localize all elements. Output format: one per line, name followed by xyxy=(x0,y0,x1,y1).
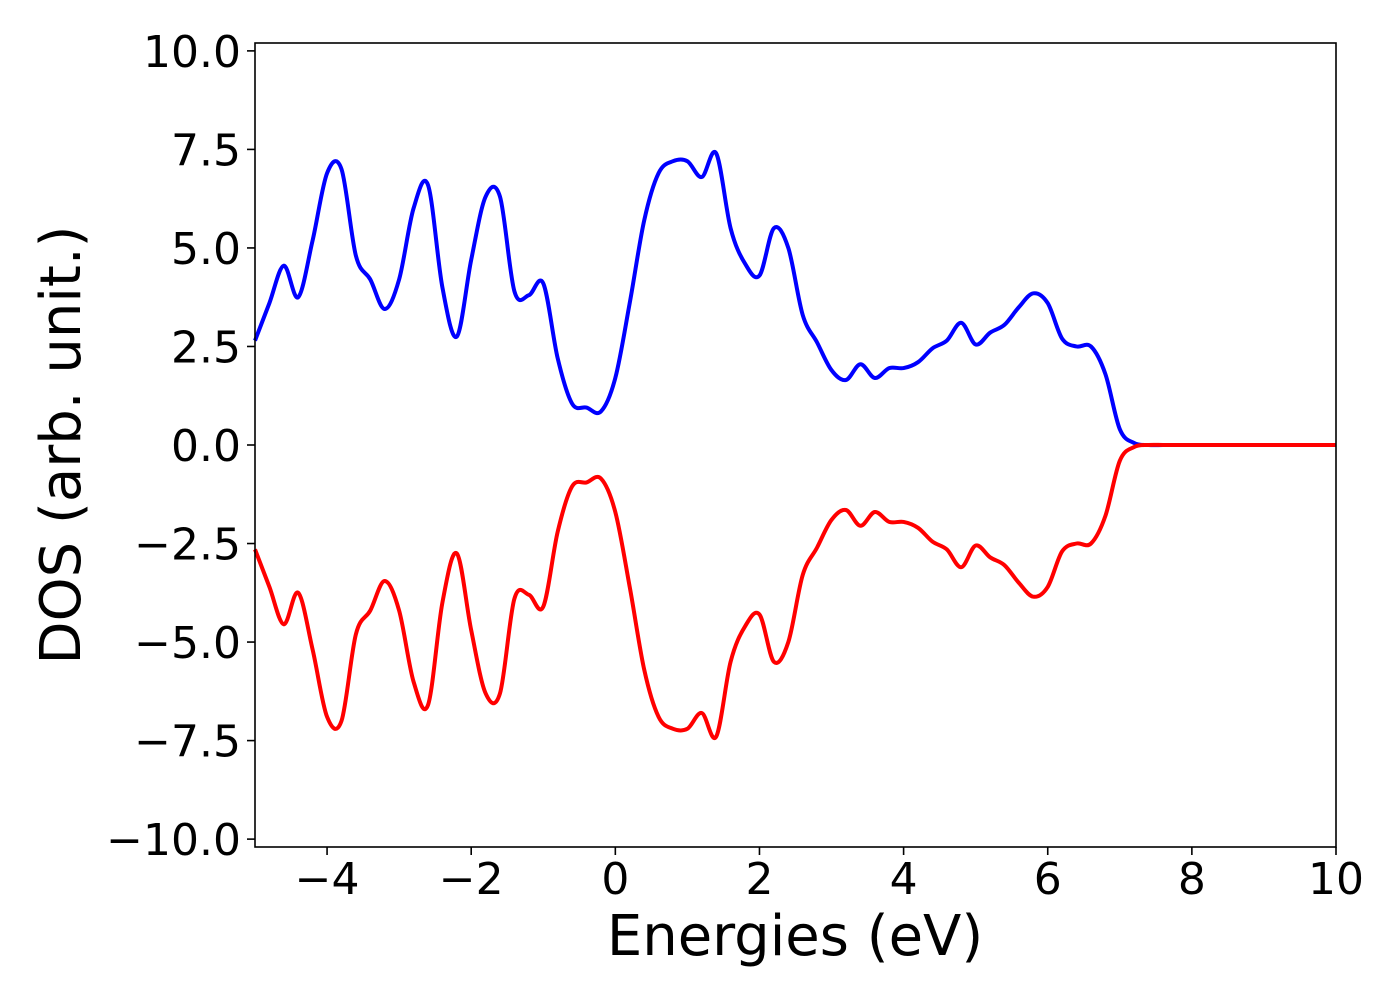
x-tick-label: 8 xyxy=(1178,854,1206,905)
y-tick-label: −5.0 xyxy=(134,618,241,669)
y-axis-title: DOS (arb. unit.) xyxy=(29,225,94,664)
series-line-2 xyxy=(253,442,1336,741)
y-tick-label: −10.0 xyxy=(106,815,241,866)
y-axis: 10.0 7.5 5.0 2.5 0.0 −2.5 −5.0 −7.5 −10.0 xyxy=(106,27,255,866)
y-tick-label: 5.0 xyxy=(171,224,241,275)
x-tick-label: 10 xyxy=(1308,854,1364,905)
y-tick-label: −2.5 xyxy=(134,520,241,571)
y-tick-label: 2.5 xyxy=(171,322,241,373)
y-tick-label: 0.0 xyxy=(171,421,241,472)
x-tick-label: 2 xyxy=(745,854,773,905)
x-tick-label: −4 xyxy=(295,854,360,905)
y-tick-label: 10.0 xyxy=(143,27,241,78)
y-tick-label: 7.5 xyxy=(171,125,241,176)
series-layer xyxy=(253,149,1336,741)
x-tick-label: −2 xyxy=(439,854,504,905)
x-axis: −4 −2 0 2 4 6 8 10 xyxy=(295,847,1364,905)
x-tick-label: 6 xyxy=(1034,854,1062,905)
x-axis-title: Energies (eV) xyxy=(607,904,983,969)
y-tick-label: −7.5 xyxy=(134,717,241,768)
x-tick-label: 4 xyxy=(890,854,918,905)
x-tick-label: 0 xyxy=(601,854,629,905)
series-line-1 xyxy=(253,149,1336,448)
